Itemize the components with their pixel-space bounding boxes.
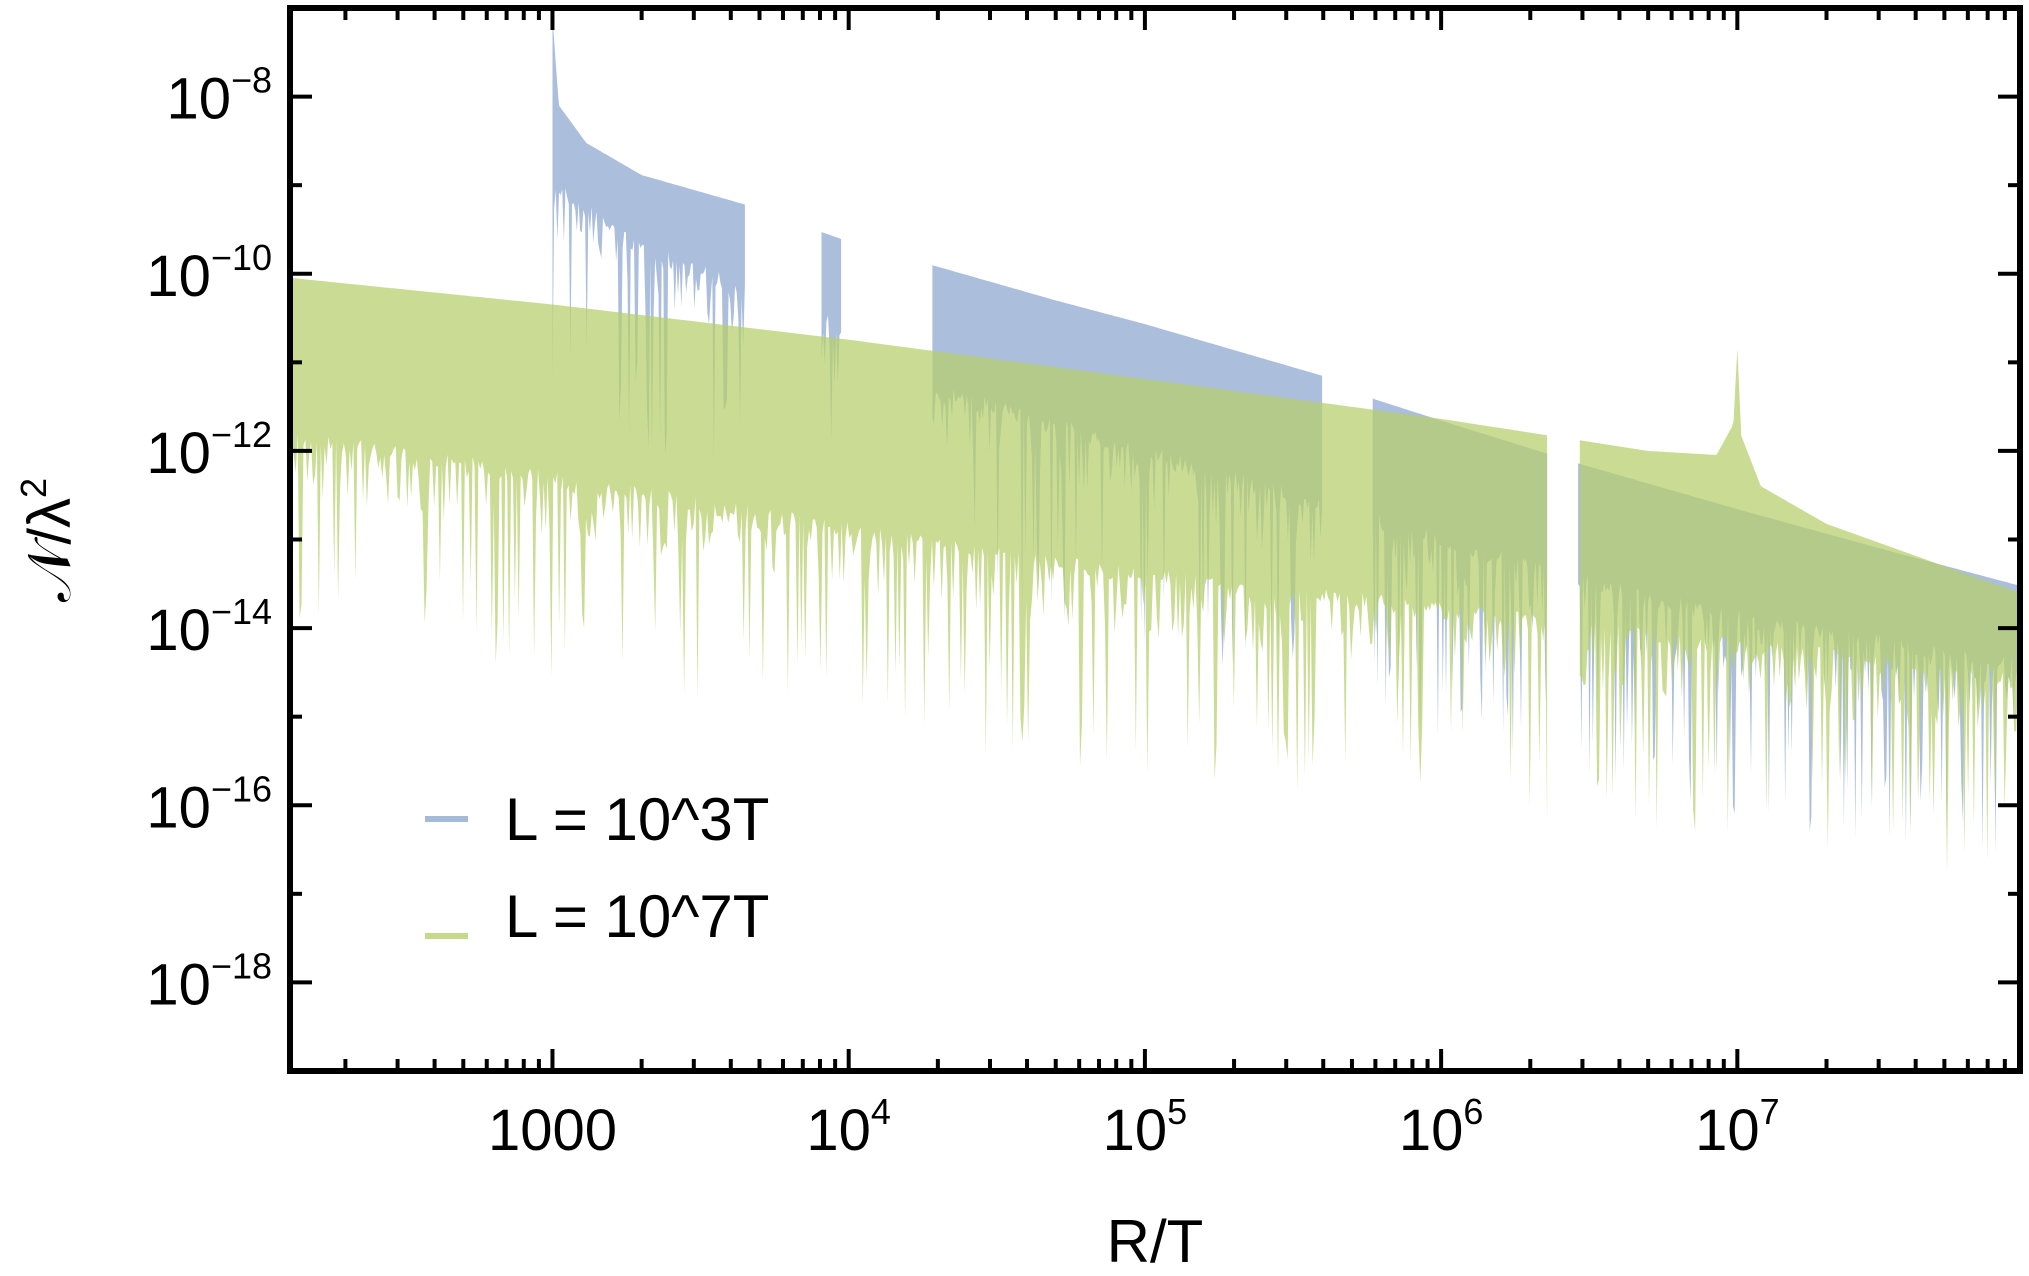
y-tick-base: 10 bbox=[146, 244, 211, 309]
y-axis-title: 𝒩/λ2 bbox=[13, 478, 83, 602]
x-axis-ticks: 1000 104 105 106 107 bbox=[343, 8, 2022, 1163]
y-tick-exp: −8 bbox=[231, 60, 272, 101]
x-tick-label: 104 bbox=[806, 1091, 891, 1163]
y-tick-exp: −14 bbox=[211, 591, 272, 632]
y-tick-label: 10−12 bbox=[146, 414, 272, 486]
x-tick-exp: 7 bbox=[1760, 1091, 1780, 1132]
x-axis-title: R/T bbox=[1107, 1208, 1204, 1275]
y-tick-base: 10 bbox=[146, 952, 211, 1017]
y-tick-label: 10−8 bbox=[166, 60, 272, 132]
legend-label-l7: L = 10^7T bbox=[505, 883, 769, 950]
y-axis-title-sup: 2 bbox=[13, 478, 54, 498]
y-tick-exp: −18 bbox=[211, 945, 272, 986]
legend: L = 10^3T L = 10^7T bbox=[425, 786, 769, 950]
x-tick-exp: 5 bbox=[1167, 1091, 1187, 1132]
y-tick-label: 10−10 bbox=[146, 237, 272, 309]
series-layer bbox=[290, 16, 2020, 874]
y-tick-label: 10−14 bbox=[146, 591, 272, 663]
x-tick-exp: 6 bbox=[1463, 1091, 1483, 1132]
y-tick-exp: −12 bbox=[211, 414, 272, 455]
y-axis-title-main: 𝒩/λ bbox=[16, 498, 83, 602]
y-tick-exp: −10 bbox=[211, 237, 272, 278]
y-tick-base: 10 bbox=[166, 67, 231, 132]
x-tick-label: 105 bbox=[1103, 1091, 1188, 1163]
series-band bbox=[290, 277, 1548, 827]
x-tick-label: 107 bbox=[1695, 1091, 1780, 1163]
x-tick-base: 10 bbox=[1399, 1098, 1464, 1163]
y-tick-base: 10 bbox=[146, 598, 211, 663]
x-tick-label: 106 bbox=[1399, 1091, 1484, 1163]
x-tick-base: 10 bbox=[1103, 1098, 1168, 1163]
series-l7 bbox=[290, 277, 2020, 874]
x-tick-base: 10 bbox=[806, 1098, 871, 1163]
x-tick-exp: 4 bbox=[871, 1091, 891, 1132]
x-tick-base: 1000 bbox=[488, 1098, 617, 1163]
series-band bbox=[1579, 349, 2020, 874]
legend-label-l3: L = 10^3T bbox=[505, 786, 769, 853]
series-band bbox=[552, 16, 745, 462]
x-tick-base: 10 bbox=[1695, 1098, 1760, 1163]
y-tick-label: 10−16 bbox=[146, 768, 272, 840]
y-tick-label: 10−18 bbox=[146, 945, 272, 1017]
y-tick-base: 10 bbox=[146, 775, 211, 840]
y-tick-base: 10 bbox=[146, 421, 211, 486]
series-band bbox=[821, 232, 842, 441]
x-tick-label: 1000 bbox=[488, 1098, 617, 1163]
y-tick-exp: −16 bbox=[211, 768, 272, 809]
